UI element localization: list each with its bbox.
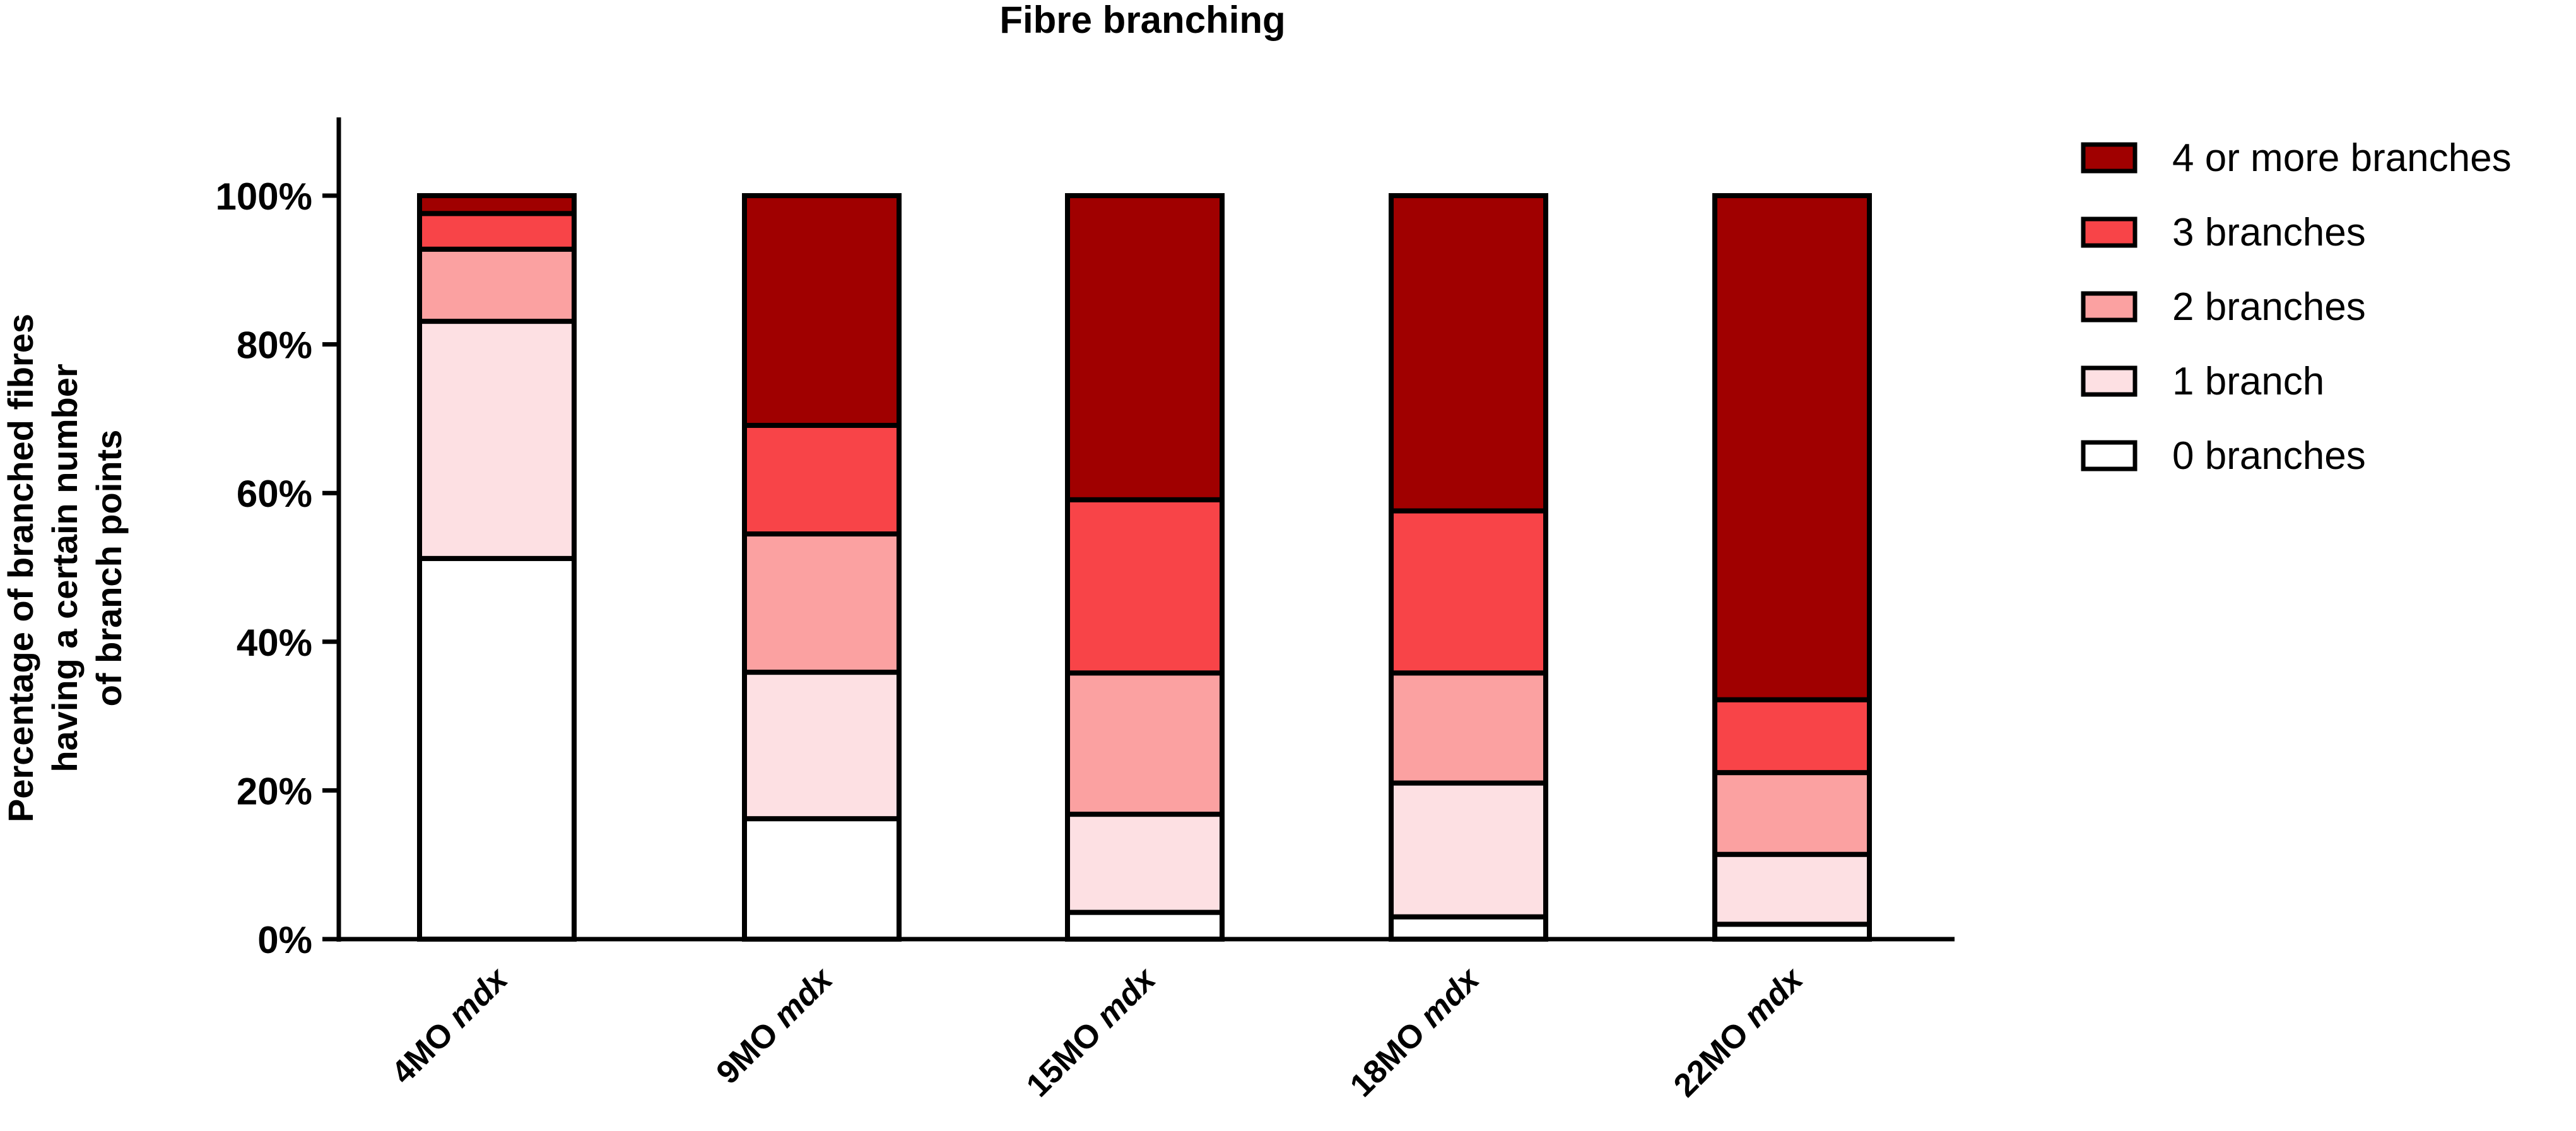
y-tick-label: 0%: [257, 919, 312, 961]
legend-item: 0 branches: [2081, 434, 2366, 478]
bar-segment: [1065, 193, 1225, 502]
axes: [336, 117, 1955, 942]
bar-segment: [417, 319, 577, 561]
bar-segment: [742, 423, 902, 536]
legend-label: 0 branches: [2172, 434, 2366, 478]
y-tick-label: 40%: [237, 622, 312, 664]
bar-segment: [742, 670, 902, 822]
y-axis-title: Percentage of branched fibres having a ce…: [1, 314, 129, 822]
bar-segment: [1065, 670, 1225, 817]
y-axis-title-line: having a certain number: [45, 364, 85, 772]
legend-swatch: [2081, 142, 2138, 174]
legend-item: 4 or more branches: [2081, 136, 2512, 180]
bar-segment: [417, 246, 577, 324]
bar-segment: [1712, 193, 1872, 702]
bar-segment: [1065, 909, 1225, 942]
bar-segment: [1712, 770, 1872, 857]
legend-label: 1 branch: [2172, 360, 2324, 403]
bar-segment: [1712, 697, 1872, 776]
bar-stack: [1712, 193, 1872, 942]
legend: 4 or more branches 3 branches 2 branches 1 …: [2081, 136, 2512, 478]
legend-swatch: [2081, 440, 2138, 471]
bar-segment: [1065, 497, 1225, 676]
bar-stack: [1389, 193, 1548, 942]
x-tick-label-prefix: 18MO: [1343, 1009, 1438, 1104]
legend-swatch: [2081, 365, 2138, 397]
legend-swatch: [2081, 291, 2138, 323]
y-tick-label: 60%: [237, 473, 312, 515]
x-tick-label-prefix: 22MO: [1667, 1009, 1762, 1104]
y-tick-label: 80%: [237, 324, 312, 367]
legend-item: 2 branches: [2081, 285, 2366, 329]
y-tick-label: 100%: [216, 175, 312, 218]
legend-item: 3 branches: [2081, 211, 2366, 254]
y-tick-label: 20%: [237, 770, 312, 812]
x-tick-label-prefix: 15MO: [1020, 1009, 1115, 1104]
bar-segment: [1712, 851, 1872, 927]
x-tick-label: 22MO mdx: [1667, 960, 1811, 1104]
y-ticks: 0% 20% 40% 60% 80% 100%: [216, 175, 339, 961]
y-axis-title-line: Percentage of branched fibres: [1, 314, 40, 822]
bar-segment: [742, 193, 902, 429]
bar-segment: [1389, 914, 1548, 942]
x-tick-label: 15MO mdx: [1020, 960, 1163, 1104]
bar-segment: [742, 531, 902, 675]
legend-item: 1 branch: [2081, 360, 2324, 403]
legend-label: 3 branches: [2172, 211, 2366, 254]
bar-segment: [1065, 812, 1225, 915]
x-tick-label: 4MO mdx: [384, 960, 515, 1091]
legend-label: 2 branches: [2172, 285, 2366, 329]
bar-stack: [1065, 193, 1225, 942]
chart-title: Fibre branching: [999, 0, 1285, 41]
x-tick-label: 18MO mdx: [1343, 960, 1487, 1104]
bar-segment: [417, 211, 577, 252]
bar-segment: [417, 193, 577, 216]
bar-segment: [1389, 670, 1548, 786]
bar-segment: [1389, 193, 1548, 514]
y-axis-label: Percentage of branched fibres having a ce…: [1, 314, 129, 822]
bar-segment: [742, 816, 902, 942]
bar-stack: [417, 193, 577, 942]
x-tick-label: 9MO mdx: [709, 960, 840, 1091]
bar-stack: [742, 193, 902, 942]
bars: [417, 193, 1872, 942]
bar-segment: [417, 555, 577, 942]
x-ticks: 4MO mdx 9MO mdx 15MO mdx 18MO mdx 22MO mdx: [384, 960, 1811, 1104]
legend-swatch: [2081, 216, 2138, 248]
bar-segment: [1389, 780, 1548, 920]
y-axis-title-line: of branch points: [89, 430, 129, 707]
bar-segment: [1389, 508, 1548, 676]
legend-label: 4 or more branches: [2172, 136, 2512, 180]
